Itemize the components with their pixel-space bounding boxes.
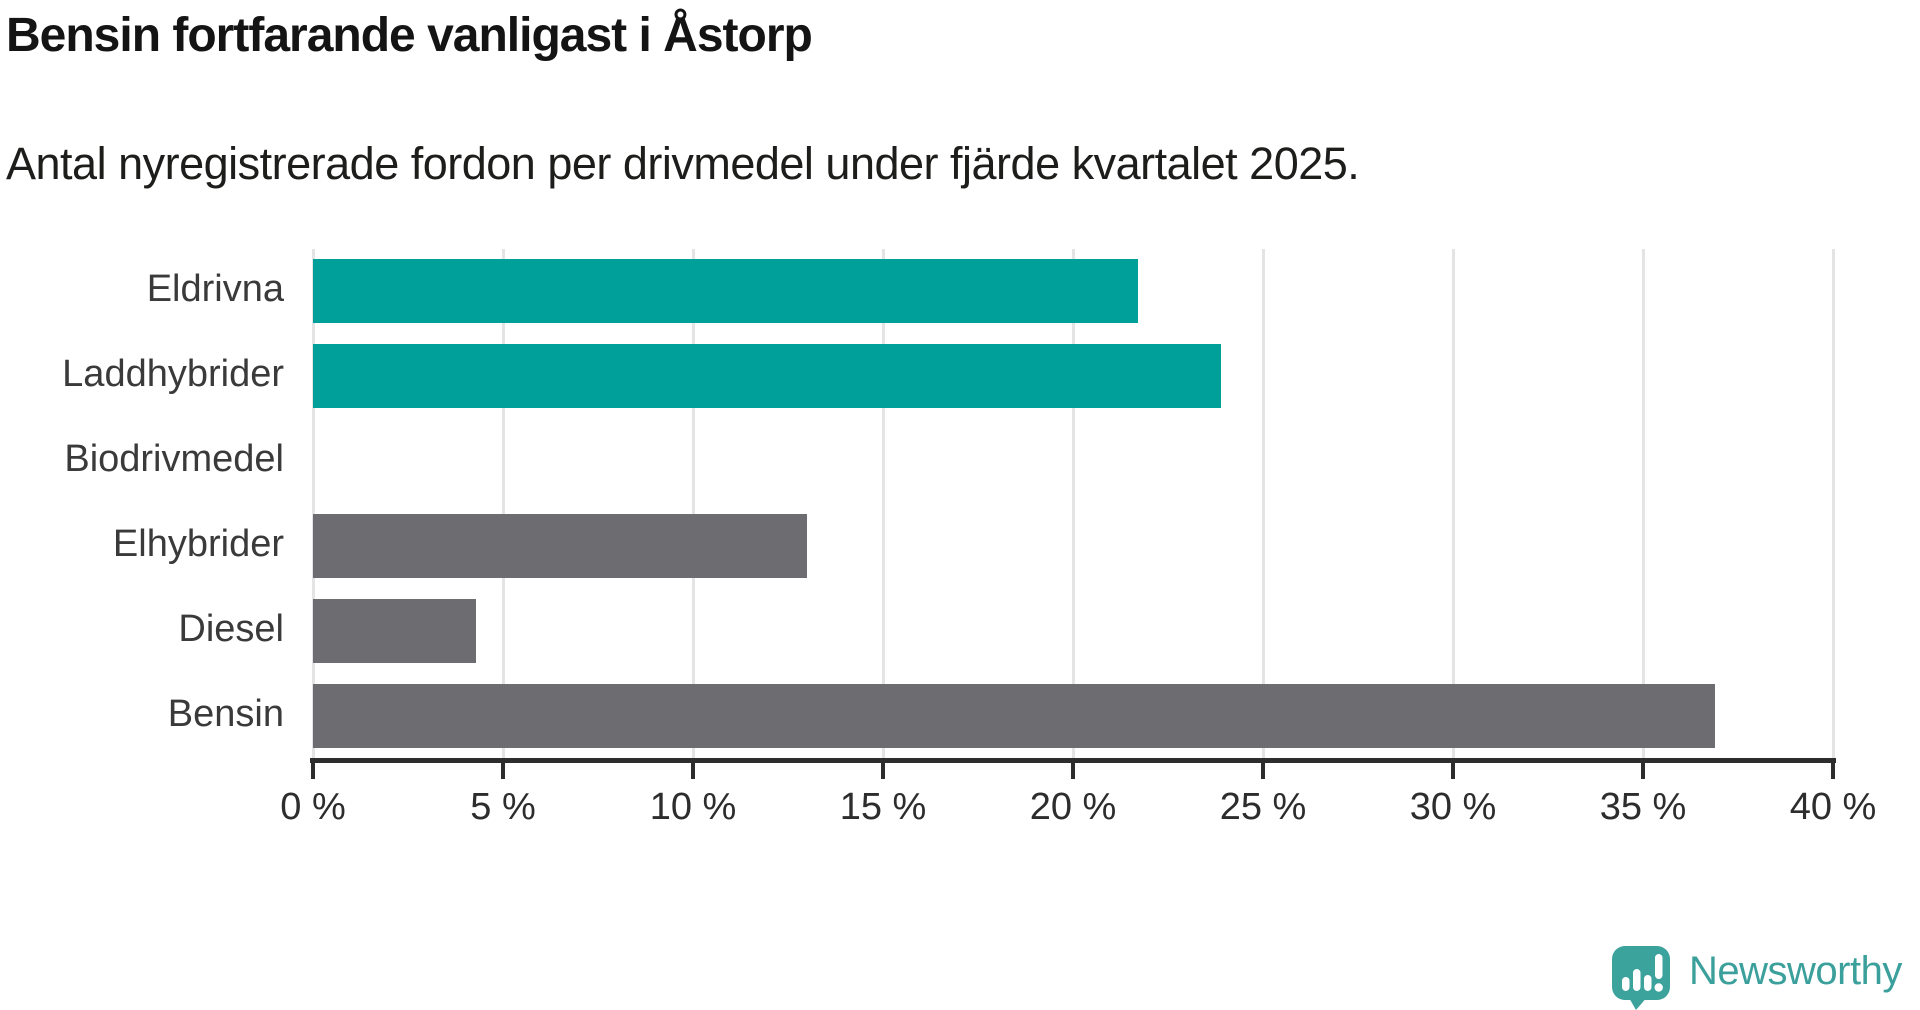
- x-axis-tick: [1071, 758, 1075, 779]
- newsworthy-logo-icon: [1612, 946, 1670, 1010]
- x-axis-tick: [1261, 758, 1265, 779]
- x-axis-tick-label: 30 %: [1409, 786, 1497, 828]
- x-axis-tick-label: 35 %: [1599, 786, 1687, 828]
- x-axis-tick-label: 0 %: [280, 786, 346, 828]
- bar-diesel: [313, 598, 477, 663]
- y-axis-label: Eldrivna: [146, 268, 284, 311]
- bar-bensin: [313, 683, 1716, 748]
- y-axis-label: Laddhybrider: [62, 353, 284, 396]
- gridline: [1071, 249, 1075, 758]
- x-axis-tick-label: 20 %: [1029, 786, 1117, 828]
- chart-title: Bensin fortfarande vanligast i Åstorp: [6, 9, 813, 62]
- bar-laddhybrider: [313, 344, 1222, 409]
- y-axis-label: Diesel: [178, 607, 284, 650]
- newsworthy-logo: Newsworthy: [1610, 944, 1902, 1010]
- gridline: [311, 249, 315, 758]
- x-axis-tick: [1641, 758, 1645, 779]
- x-axis-tick-label: 40 %: [1789, 786, 1877, 828]
- x-axis-tick-label: 15 %: [839, 786, 927, 828]
- y-axis-labels: Eldrivna Laddhybrider Biodrivmedel Elhybrid…: [0, 249, 284, 758]
- bar-eldrivna: [313, 259, 1138, 324]
- gridline: [1261, 249, 1265, 758]
- gridline: [1831, 249, 1835, 758]
- x-axis-tick-label: 10 %: [649, 786, 737, 828]
- x-axis-tick: [691, 758, 695, 779]
- x-axis-tick-label: 25 %: [1219, 786, 1307, 828]
- x-axis-tick: [881, 758, 885, 779]
- gridline: [691, 249, 695, 758]
- gridline: [881, 249, 885, 758]
- x-axis-tick-label: 5 %: [470, 786, 536, 828]
- x-axis-tick: [1831, 758, 1835, 779]
- x-axis-tick: [1451, 758, 1455, 779]
- x-axis-tick: [501, 758, 505, 779]
- chart-subtitle: Antal nyregistrerade fordon per drivmede…: [6, 138, 1360, 189]
- newsworthy-logo-text: Newsworthy: [1689, 949, 1902, 993]
- gridline: [1641, 249, 1645, 758]
- bar-elhybrider: [313, 513, 807, 578]
- plot-area: [311, 249, 1835, 758]
- y-axis-label: Bensin: [167, 692, 284, 735]
- y-axis-label: Biodrivmedel: [64, 438, 284, 481]
- gridline: [1451, 249, 1455, 758]
- x-axis-tick: [311, 758, 315, 779]
- y-axis-label: Elhybrider: [112, 522, 284, 565]
- gridline: [501, 249, 505, 758]
